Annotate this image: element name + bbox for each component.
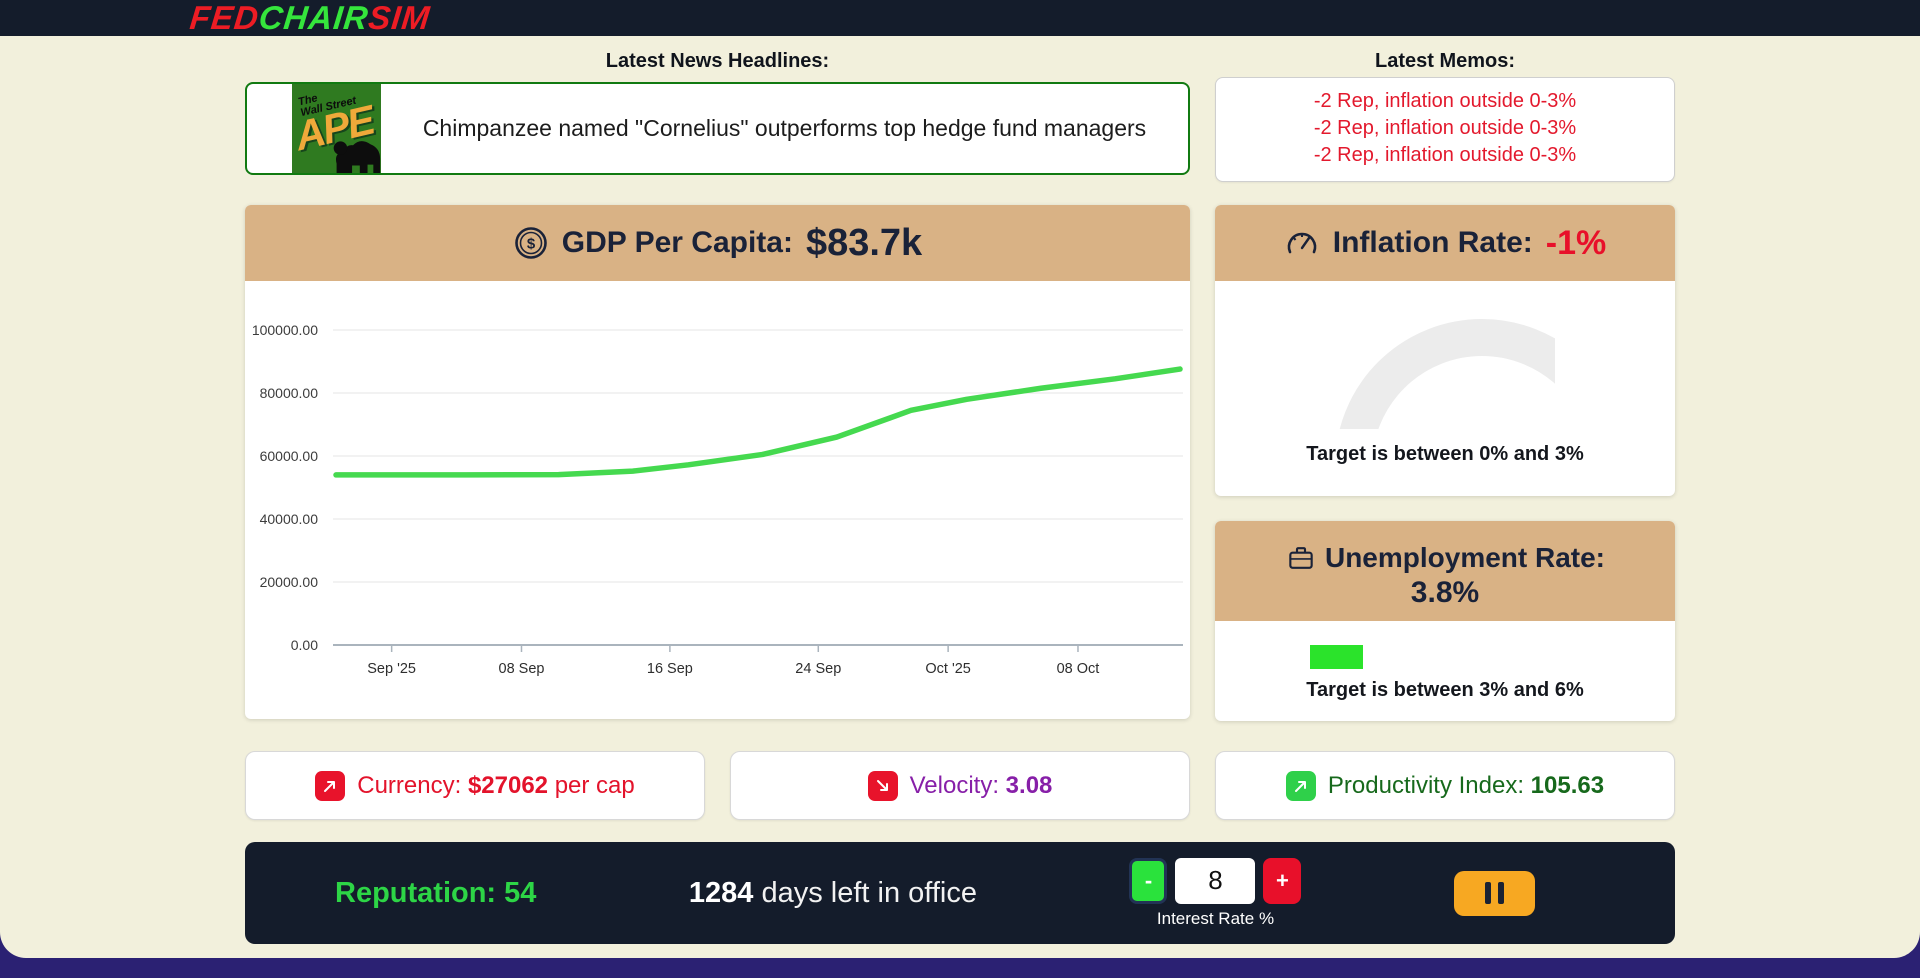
velocity-value: 3.08 — [1005, 771, 1053, 799]
svg-text:16 Sep: 16 Sep — [647, 661, 693, 677]
svg-text:Oct '25: Oct '25 — [925, 661, 970, 677]
days-left-suffix: days left in office — [753, 876, 977, 909]
reputation-text: Reputation: 54 — [335, 877, 536, 910]
inflation-target-text: Target is between 0% and 3% — [1306, 443, 1584, 465]
news-section-title: Latest News Headlines: — [605, 50, 830, 72]
memos-section-title: Latest Memos: — [1374, 50, 1516, 72]
unemployment-bar — [1310, 645, 1363, 669]
logo-part-sim: SIM — [366, 0, 433, 36]
gorilla-icon — [333, 141, 381, 173]
svg-text:20000.00: 20000.00 — [260, 574, 319, 590]
productivity-text: Productivity Index: 105.63 — [1328, 772, 1604, 800]
unemployment-label: Unemployment Rate: — [1324, 542, 1606, 573]
velocity-text: Velocity: 3.08 — [910, 772, 1053, 800]
unemployment-card: Unemployment Rate: 3.8% Target is betwee… — [1215, 521, 1675, 721]
memo-item: -2 Rep, inflation outside 0-3% — [1313, 144, 1577, 166]
status-control-bar: Reputation: 54 1284 days left in office … — [245, 842, 1675, 944]
days-left-text: 1284 days left in office — [689, 877, 977, 910]
svg-text:24 Sep: 24 Sep — [795, 661, 841, 677]
logo-part-fed: FED — [188, 0, 261, 36]
productivity-label: Productivity Index: — [1327, 771, 1524, 799]
unemployment-value: 3.8% — [1410, 576, 1480, 609]
productivity-card: Productivity Index: 105.63 — [1215, 751, 1675, 820]
briefcase-icon — [1289, 547, 1313, 569]
trend-up-red-icon — [315, 770, 346, 801]
interest-rate-group: - + Interest Rate % — [1129, 857, 1302, 929]
productivity-value: 105.63 — [1530, 771, 1605, 799]
trend-down-red-icon — [867, 770, 898, 801]
gdp-line-chart: 0.00 20000.00 40000.00 60000.00 80000.00 1000… — [252, 322, 1183, 677]
interest-rate-label: Interest Rate % — [1156, 908, 1275, 928]
svg-text:$: $ — [527, 236, 536, 253]
svg-text:80000.00: 80000.00 — [260, 385, 319, 401]
reputation-value: 54 — [504, 876, 537, 909]
interest-rate-decrease-button[interactable]: - — [1129, 857, 1168, 904]
svg-text:08 Sep: 08 Sep — [499, 661, 545, 677]
svg-text:100000.00: 100000.00 — [252, 322, 318, 338]
news-headline: Chimpanzee named "Cornelius" outperforms… — [422, 115, 1147, 141]
memo-item: -2 Rep, inflation outside 0-3% — [1313, 90, 1577, 112]
unemployment-target-text: Target is between 3% and 6% — [1306, 679, 1584, 701]
app-logo: FEDCHAIRSIM — [188, 0, 432, 37]
svg-text:Sep '25: Sep '25 — [367, 661, 416, 677]
logo-part-chair: CHAIR — [257, 0, 371, 36]
memos-card: -2 Rep, inflation outside 0-3% -2 Rep, i… — [1215, 77, 1675, 182]
gauge-icon — [1287, 232, 1317, 254]
svg-text:0.00: 0.00 — [291, 637, 318, 653]
currency-text: Currency: $27062 per cap — [357, 772, 635, 800]
interest-rate-input[interactable] — [1175, 857, 1256, 904]
pause-icon — [1484, 882, 1504, 904]
news-card[interactable]: The Wall Street APE Chimpanzee named "Co… — [245, 82, 1190, 175]
pause-button[interactable] — [1453, 870, 1535, 916]
currency-card: Currency: $27062 per cap — [245, 751, 705, 820]
main-content: Latest News Headlines: Latest Memos: The… — [0, 36, 1920, 958]
interest-rate-increase-button[interactable]: + — [1263, 857, 1302, 904]
gdp-card: $ GDP Per Capita: $83.7k 0.00 20000.00 400… — [245, 205, 1190, 719]
velocity-card: Velocity: 3.08 — [730, 751, 1190, 820]
reputation-label: Reputation: — [335, 876, 497, 909]
coin-dollar-icon: $ — [514, 227, 547, 259]
inflation-card-header: Inflation Rate: -1% — [1215, 205, 1675, 281]
gdp-card-header: $ GDP Per Capita: $83.7k — [245, 205, 1190, 281]
currency-suffix: per cap — [554, 771, 635, 799]
svg-text:08 Oct: 08 Oct — [1057, 661, 1100, 677]
svg-text:40000.00: 40000.00 — [260, 511, 319, 527]
inflation-label: Inflation Rate: — [1332, 226, 1533, 259]
news-image-wall-street-ape: The Wall Street APE — [292, 84, 381, 173]
unemployment-body: Target is between 3% and 6% — [1215, 621, 1675, 721]
gdp-chart: 0.00 20000.00 40000.00 60000.00 80000.00 1000… — [245, 281, 1190, 719]
days-left-value: 1284 — [688, 876, 754, 909]
gdp-value: $83.7k — [805, 221, 923, 264]
inflation-gauge — [1335, 319, 1555, 429]
currency-value: $27062 — [467, 771, 549, 799]
currency-label: Currency: — [357, 771, 462, 799]
trend-up-green-icon — [1285, 770, 1316, 801]
inflation-value: -1% — [1545, 223, 1607, 262]
inflation-card: Inflation Rate: -1% Target is between 0%… — [1215, 205, 1675, 496]
unemployment-card-header: Unemployment Rate: 3.8% — [1215, 521, 1675, 621]
gdp-label: GDP Per Capita: — [561, 226, 793, 259]
inflation-body: Target is between 0% and 3% — [1215, 281, 1675, 496]
velocity-label: Velocity: — [909, 771, 999, 799]
memo-item: -2 Rep, inflation outside 0-3% — [1313, 117, 1577, 139]
app-header: FEDCHAIRSIM — [0, 0, 1920, 36]
svg-text:60000.00: 60000.00 — [260, 448, 319, 464]
